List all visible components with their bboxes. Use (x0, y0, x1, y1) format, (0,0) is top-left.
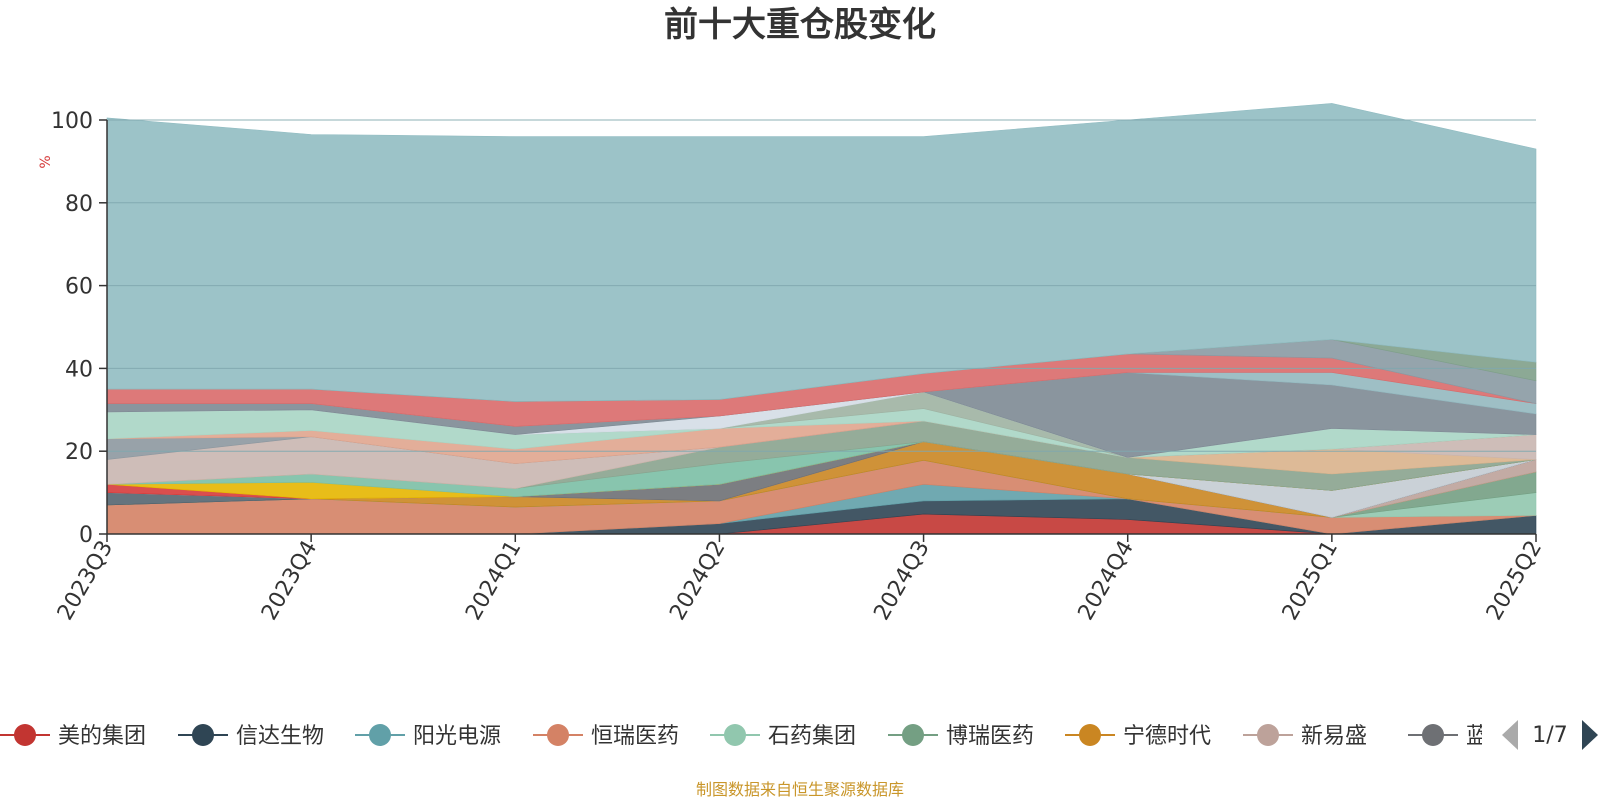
x-tick-label: 2025Q1 (1278, 537, 1343, 625)
legend-marker (14, 724, 36, 746)
legend-item[interactable]: 信达生物 (178, 724, 324, 749)
legend-marker (192, 724, 214, 746)
legend-label: 阳光电源 (413, 724, 501, 749)
legend-items: 美的集团 信达生物 阳光电源 恒瑞医药 石药集团 博瑞医药 宁德时代 新易盛 蓝 (0, 724, 1488, 749)
y-tick-label: 20 (65, 440, 93, 465)
legend-label: 石药集团 (768, 724, 856, 749)
y-tick-label: 100 (51, 109, 93, 134)
y-axis-unit-label: % (38, 155, 54, 168)
legend-item[interactable]: 美的集团 (0, 724, 146, 749)
legend-prev-page-icon[interactable] (1502, 720, 1518, 750)
legend-marker (724, 724, 746, 746)
legend-marker (902, 724, 924, 746)
legend-item[interactable]: 博瑞医药 (888, 724, 1034, 749)
legend-label: 蓝 (1466, 724, 1488, 749)
legend-item[interactable]: 阳光电源 (355, 724, 501, 749)
legend-item[interactable]: 宁德时代 (1065, 724, 1211, 749)
x-tick-label: 2024Q4 (1074, 537, 1139, 625)
grid-layer (107, 119, 1536, 452)
x-tick-label: 2025Q2 (1482, 537, 1547, 625)
legend-marker (547, 724, 569, 746)
y-tick-label: 80 (65, 192, 93, 217)
x-tick-label: 2024Q1 (461, 537, 526, 625)
legend-label: 宁德时代 (1123, 724, 1211, 749)
legend-label: 恒瑞医药 (591, 724, 679, 749)
y-tick-label: 40 (65, 357, 93, 382)
legend-marker (369, 724, 391, 746)
legend-item[interactable]: 恒瑞医药 (533, 724, 679, 749)
legend-label: 美的集团 (58, 724, 146, 749)
legend-marker (1257, 724, 1279, 746)
area-series-layer (106, 103, 1537, 535)
legend-marker (1422, 724, 1444, 746)
y-tick-label: 0 (79, 523, 93, 548)
legend-item[interactable]: 石药集团 (710, 724, 856, 749)
legend-label: 博瑞医药 (946, 724, 1034, 749)
legend-marker (1079, 724, 1101, 746)
legend-label: 新易盛 (1301, 724, 1367, 749)
data-source-footer: 制图数据来自恒生聚源数据库 (696, 780, 904, 799)
x-tick-label: 2023Q4 (257, 537, 322, 625)
legend-label: 信达生物 (236, 724, 324, 749)
area-series-27 (106, 103, 1537, 402)
legend-page-indicator: 1/7 (1532, 723, 1567, 748)
legend: 美的集团 信达生物 阳光电源 恒瑞医药 石药集团 博瑞医药 宁德时代 新易盛 蓝 1/7 (0, 720, 1598, 750)
x-tick-label: 2023Q3 (53, 537, 118, 625)
chart-title: 前十大重仓股变化 (664, 5, 936, 45)
x-tick-label: 2024Q3 (869, 537, 934, 625)
legend-next-page-icon[interactable] (1582, 720, 1598, 750)
legend-item[interactable]: 蓝 (1408, 724, 1488, 749)
x-tick-label: 2024Q2 (665, 537, 730, 625)
legend-item[interactable]: 新易盛 (1243, 724, 1367, 749)
y-tick-label: 60 (65, 275, 93, 300)
